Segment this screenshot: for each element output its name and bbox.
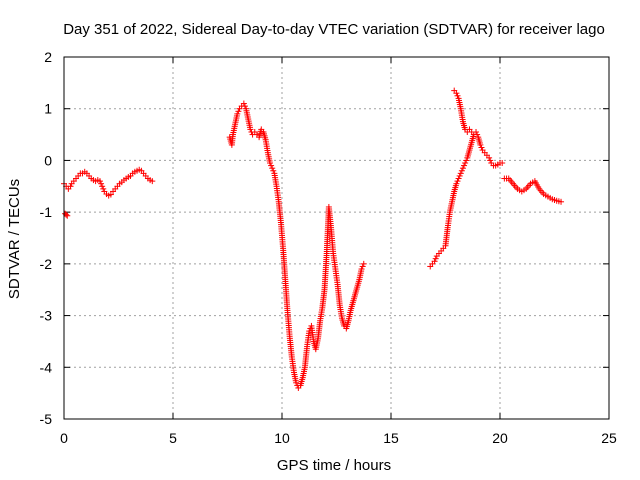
data-point: [67, 183, 74, 190]
data-point: [235, 108, 242, 115]
data-point: [268, 162, 275, 169]
data-point: [468, 128, 475, 135]
y-axis-label: SDTVAR / TECUs: [6, 179, 23, 299]
data-point: [462, 160, 469, 167]
data-point: [269, 165, 276, 172]
data-point: [240, 100, 247, 107]
data-point: [359, 263, 366, 270]
y-tick-label: 0: [44, 152, 52, 168]
y-tick-label: -1: [40, 204, 53, 220]
x-tick-label: 15: [383, 430, 399, 446]
y-tick-label: -3: [40, 308, 53, 324]
x-axis-label: GPS time / hours: [277, 457, 391, 474]
data-point: [100, 185, 107, 192]
plot-frame: [63, 56, 610, 420]
data-point: [463, 157, 470, 164]
y-tick-label: -5: [40, 411, 53, 427]
data-point: [149, 178, 156, 185]
data-point: [107, 191, 114, 198]
x-tick-label: 25: [601, 430, 617, 446]
data-point: [431, 258, 438, 265]
y-tick-label: 1: [44, 101, 52, 117]
x-tick-label: 0: [60, 430, 68, 446]
data-point: [454, 92, 461, 99]
data-point: [99, 183, 106, 190]
data-point: [474, 131, 481, 138]
chart-title: Day 351 of 2022, Sidereal Day-to-day VTE…: [63, 21, 605, 38]
data-point: [558, 198, 565, 205]
data-point: [453, 90, 460, 97]
data-point: [241, 103, 248, 110]
data-point: [270, 167, 277, 174]
data-point: [454, 178, 461, 185]
data-point: [459, 165, 466, 172]
data-point: [477, 141, 484, 148]
data-point: [461, 162, 468, 169]
data-series: [61, 87, 565, 391]
data-point: [478, 144, 485, 151]
x-tick-label: 5: [169, 430, 177, 446]
x-tick-label: 10: [274, 430, 290, 446]
x-tick-label: 20: [492, 430, 508, 446]
data-point: [458, 167, 465, 174]
data-point: [247, 126, 254, 133]
data-point: [487, 157, 494, 164]
data-point: [455, 175, 462, 182]
data-point: [98, 180, 105, 187]
data-point: [64, 212, 71, 219]
data-point: [360, 260, 367, 267]
data-point: [432, 255, 439, 262]
data-point: [234, 110, 241, 117]
data-point: [453, 180, 460, 187]
grid: [64, 57, 609, 419]
data-point: [358, 266, 365, 273]
y-tick-label: 2: [44, 49, 52, 65]
y-tick-label: -2: [40, 256, 53, 272]
data-point: [486, 154, 493, 161]
data-point: [499, 160, 506, 167]
data-point: [456, 172, 463, 179]
y-tick-label: -4: [40, 359, 53, 375]
data-point: [457, 170, 464, 177]
data-point: [293, 379, 300, 386]
data-point: [96, 178, 103, 185]
data-point: [267, 160, 274, 167]
